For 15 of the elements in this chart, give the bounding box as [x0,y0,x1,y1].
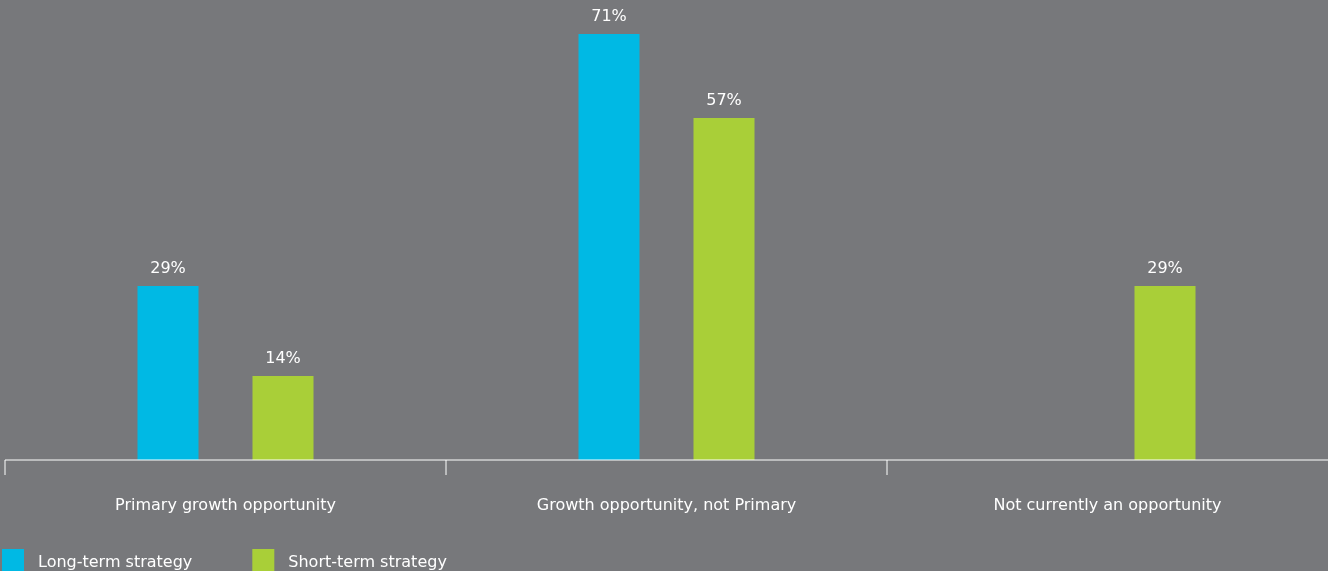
bar [252,376,314,460]
bar [137,286,199,460]
data-label: 29% [1147,258,1183,277]
data-label: 71% [591,6,627,25]
bar [578,34,640,460]
x-tick-label: Growth opportunity, not Primary [536,495,797,514]
legend-label: Short-term strategy [288,552,447,571]
legend-label: Long-term strategy [38,552,193,571]
data-label: 29% [150,258,186,277]
bar [1134,286,1196,460]
x-tick-label: Not currently an opportunity [993,495,1222,514]
bar [693,118,755,460]
data-label: 57% [706,90,742,109]
x-tick-label: Primary growth opportunity [115,495,336,514]
data-label: 14% [265,348,301,367]
